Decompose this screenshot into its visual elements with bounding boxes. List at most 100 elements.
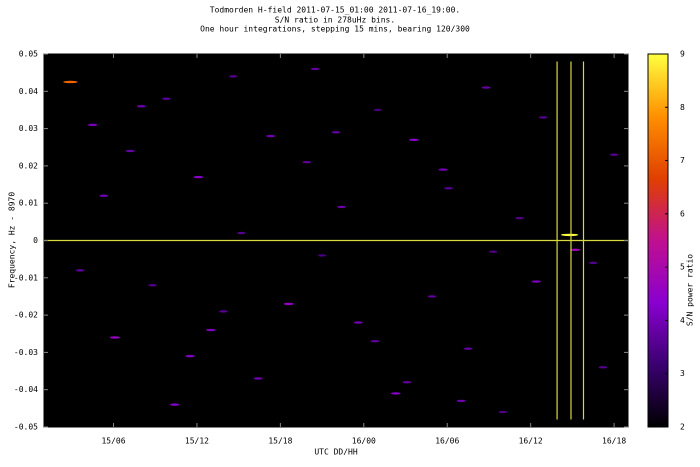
colorbar-step bbox=[648, 395, 668, 397]
colorbar-step bbox=[648, 396, 668, 398]
colorbar-step bbox=[648, 379, 668, 381]
colorbar-step bbox=[648, 82, 668, 84]
colorbar-step bbox=[648, 328, 668, 330]
colorbar-step bbox=[648, 380, 668, 382]
colorbar-step bbox=[648, 416, 668, 418]
colorbar-step bbox=[648, 177, 668, 179]
cell bbox=[169, 403, 180, 406]
cell bbox=[109, 336, 120, 339]
colorbar-step bbox=[648, 313, 668, 315]
colorbar-step bbox=[648, 186, 668, 188]
colorbar-step bbox=[648, 351, 668, 353]
cell bbox=[219, 310, 228, 313]
colorbar-step bbox=[648, 353, 668, 355]
colorbar-step bbox=[648, 242, 668, 244]
x-tick-label: 16/00 bbox=[352, 437, 376, 446]
colorbar-step bbox=[648, 250, 668, 252]
colorbar-step bbox=[648, 103, 668, 105]
colorbar-step bbox=[648, 290, 668, 292]
colorbar-step bbox=[648, 112, 668, 114]
colorbar-step bbox=[648, 189, 668, 191]
colorbar-step bbox=[648, 417, 668, 419]
colorbar-step bbox=[648, 162, 668, 164]
colorbar-step bbox=[648, 107, 668, 109]
colorbar-step bbox=[648, 58, 668, 60]
colorbar-step bbox=[648, 317, 668, 319]
colorbar-step bbox=[648, 220, 668, 222]
colorbar-step bbox=[648, 132, 668, 134]
colorbar-step bbox=[648, 378, 668, 380]
cell bbox=[370, 340, 380, 343]
colorbar-step bbox=[648, 340, 668, 342]
colorbar-step bbox=[648, 102, 668, 104]
colorbar-step bbox=[648, 109, 668, 111]
colorbar-step bbox=[648, 281, 668, 283]
colorbar-step bbox=[648, 311, 668, 313]
cell bbox=[498, 410, 508, 414]
colorbar-step bbox=[648, 284, 668, 286]
colorbar-step bbox=[648, 207, 668, 209]
cell bbox=[373, 108, 382, 112]
x-tick-label: 15/18 bbox=[268, 437, 292, 446]
colorbar-step bbox=[648, 282, 668, 284]
colorbar-step bbox=[648, 407, 668, 409]
colorbar-step bbox=[648, 358, 668, 360]
y-tick-label: -0.04 bbox=[14, 385, 38, 394]
colorbar-step bbox=[648, 75, 668, 77]
colorbar-step bbox=[648, 373, 668, 375]
colorbar-step bbox=[648, 138, 668, 140]
colorbar-step bbox=[648, 179, 668, 181]
colorbar-step bbox=[648, 83, 668, 85]
colorbar-step bbox=[648, 95, 668, 97]
cell bbox=[162, 97, 171, 100]
colorbar-step bbox=[648, 221, 668, 223]
colorbar-tick-label: 6 bbox=[680, 209, 685, 218]
cell bbox=[531, 280, 541, 283]
colorbar-step bbox=[648, 114, 668, 116]
y-tick-label: 0.03 bbox=[19, 124, 38, 133]
colorbar-step bbox=[648, 336, 668, 338]
colorbar-step bbox=[648, 149, 668, 151]
colorbar-step bbox=[648, 68, 668, 70]
colorbar-step bbox=[648, 304, 668, 306]
colorbar-step bbox=[648, 308, 668, 310]
colorbar-step bbox=[648, 94, 668, 96]
colorbar-step bbox=[648, 202, 668, 204]
colorbar-label: S/N power ratio bbox=[686, 254, 695, 326]
colorbar-step bbox=[648, 254, 668, 256]
cell bbox=[481, 86, 491, 89]
cell bbox=[63, 80, 78, 84]
colorbar-step bbox=[648, 85, 668, 87]
colorbar-step bbox=[648, 181, 668, 183]
x-axis-label: UTC DD/HH bbox=[314, 448, 358, 457]
colorbar-step bbox=[648, 372, 668, 374]
colorbar-step bbox=[648, 397, 668, 399]
colorbar-step bbox=[648, 110, 668, 112]
colorbar-step bbox=[648, 90, 668, 92]
y-tick-label: 0.04 bbox=[19, 87, 38, 96]
colorbar-step bbox=[648, 105, 668, 107]
colorbar-step bbox=[648, 375, 668, 377]
colorbar-step bbox=[648, 187, 668, 189]
colorbar-step bbox=[648, 424, 668, 426]
cell bbox=[75, 269, 85, 272]
colorbar-step bbox=[648, 227, 668, 229]
y-tick-label: 0.05 bbox=[19, 50, 38, 59]
colorbar-step bbox=[648, 151, 668, 153]
colorbar-step bbox=[648, 292, 668, 294]
colorbar-step bbox=[648, 135, 668, 137]
colorbar-step bbox=[648, 252, 668, 254]
colorbar-step bbox=[648, 323, 668, 325]
colorbar-step bbox=[648, 63, 668, 65]
colorbar-step bbox=[648, 247, 668, 249]
colorbar-step bbox=[648, 142, 668, 144]
colorbar-step bbox=[648, 116, 668, 118]
colorbar-step bbox=[648, 420, 668, 422]
colorbar-step bbox=[648, 203, 668, 205]
colorbar-step bbox=[648, 111, 668, 113]
colorbar-step bbox=[648, 359, 668, 361]
colorbar-step bbox=[648, 345, 668, 347]
colorbar-step bbox=[648, 231, 668, 233]
colorbar-tick-label: 9 bbox=[680, 50, 685, 59]
colorbar-step bbox=[648, 265, 668, 267]
